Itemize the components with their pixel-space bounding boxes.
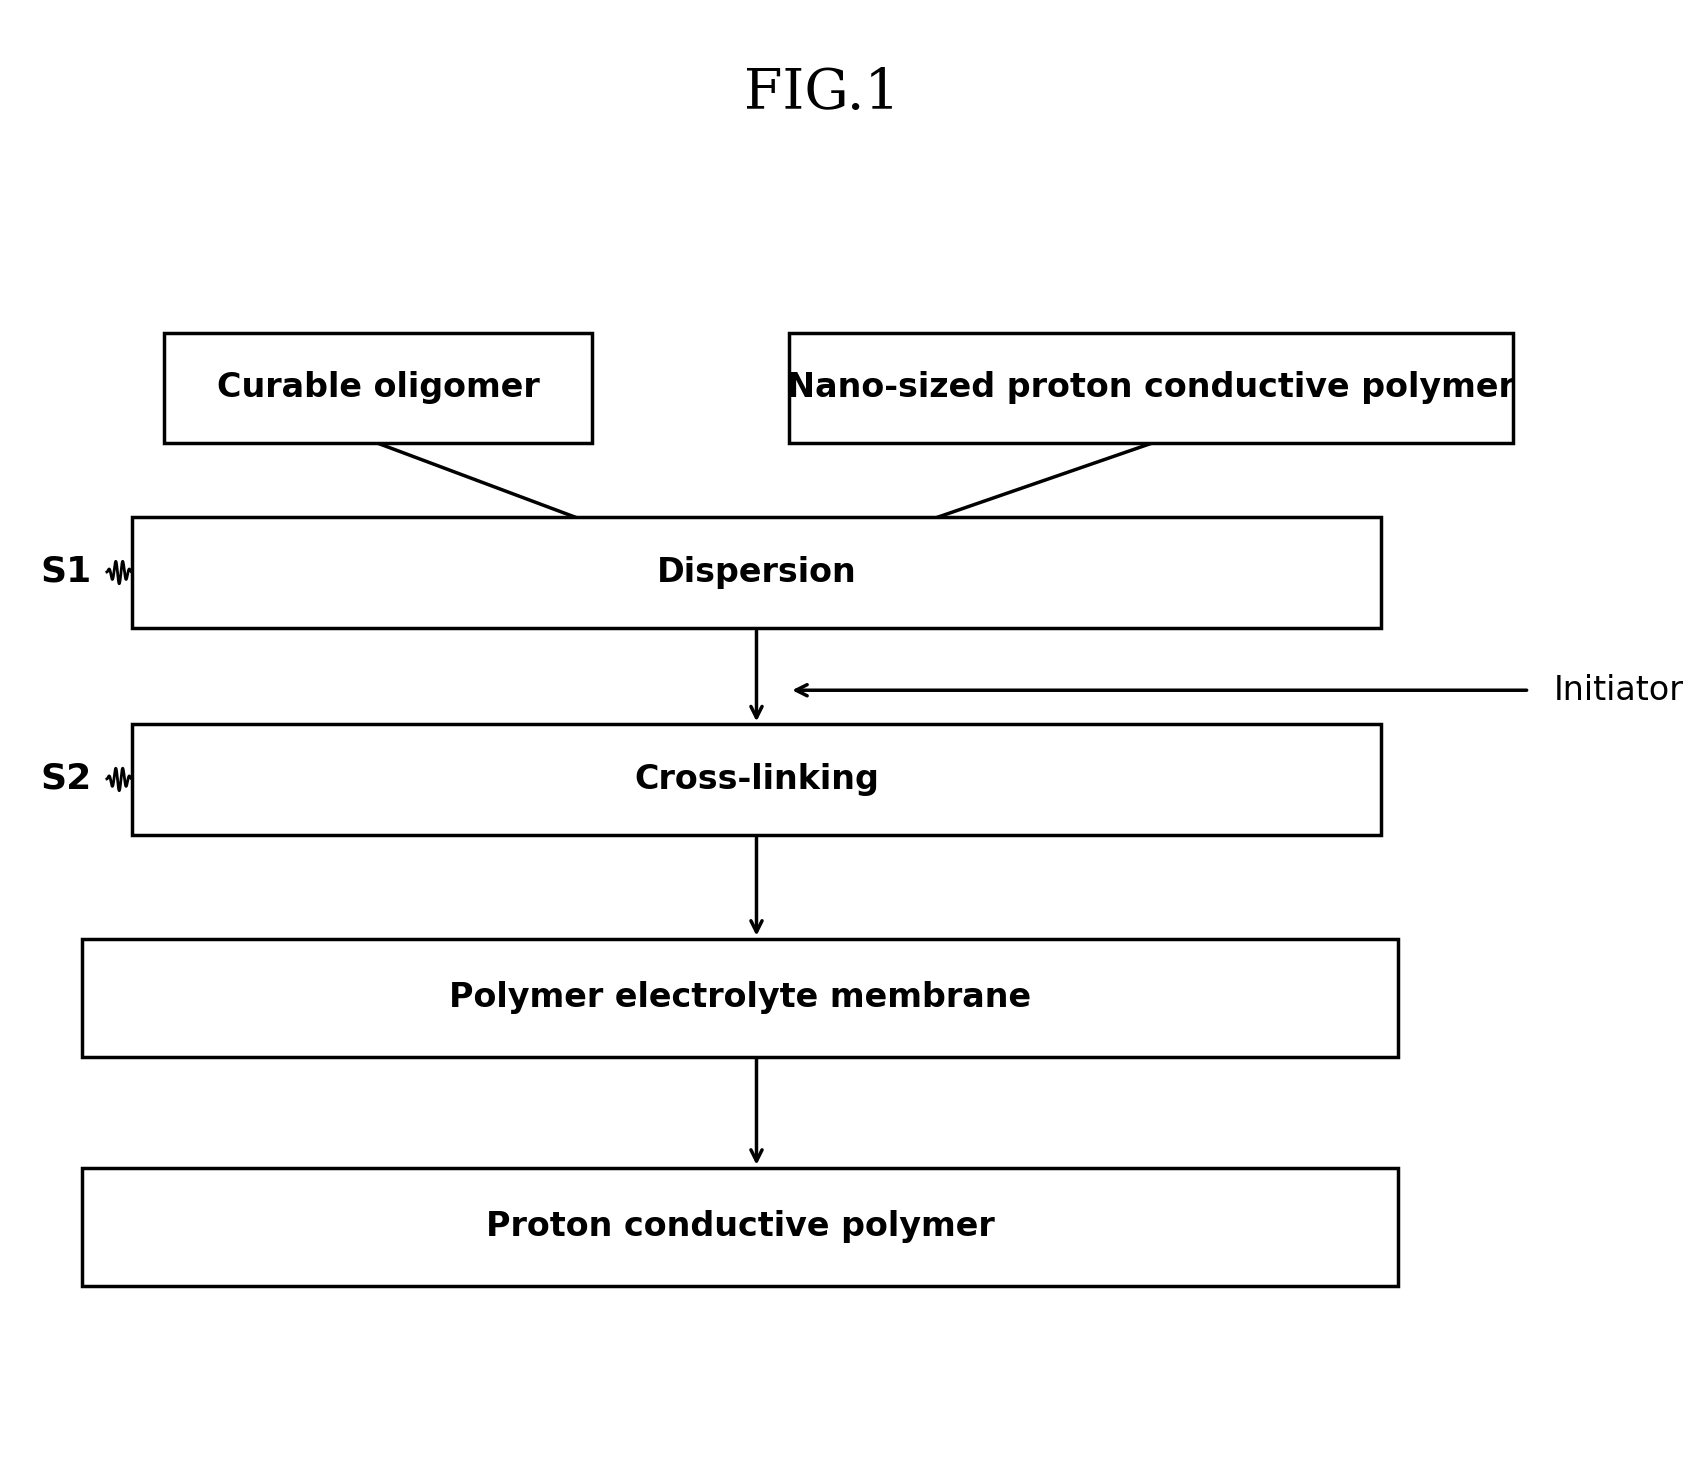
Text: Proton conductive polymer: Proton conductive polymer [485, 1210, 994, 1243]
Text: Dispersion: Dispersion [657, 556, 856, 590]
FancyBboxPatch shape [82, 939, 1397, 1057]
Text: Nano-sized proton conductive polymer: Nano-sized proton conductive polymer [788, 371, 1515, 405]
FancyBboxPatch shape [790, 333, 1513, 443]
Text: S2: S2 [41, 761, 92, 797]
Text: Polymer electrolyte membrane: Polymer electrolyte membrane [449, 981, 1031, 1014]
Text: Initiator: Initiator [1554, 674, 1683, 706]
Text: S1: S1 [41, 554, 92, 590]
FancyBboxPatch shape [165, 333, 592, 443]
Text: Cross-linking: Cross-linking [635, 763, 878, 797]
FancyBboxPatch shape [82, 1168, 1397, 1286]
FancyBboxPatch shape [131, 517, 1382, 628]
Text: Curable oligomer: Curable oligomer [216, 371, 540, 405]
Text: FIG.1: FIG.1 [744, 67, 900, 121]
FancyBboxPatch shape [131, 724, 1382, 835]
